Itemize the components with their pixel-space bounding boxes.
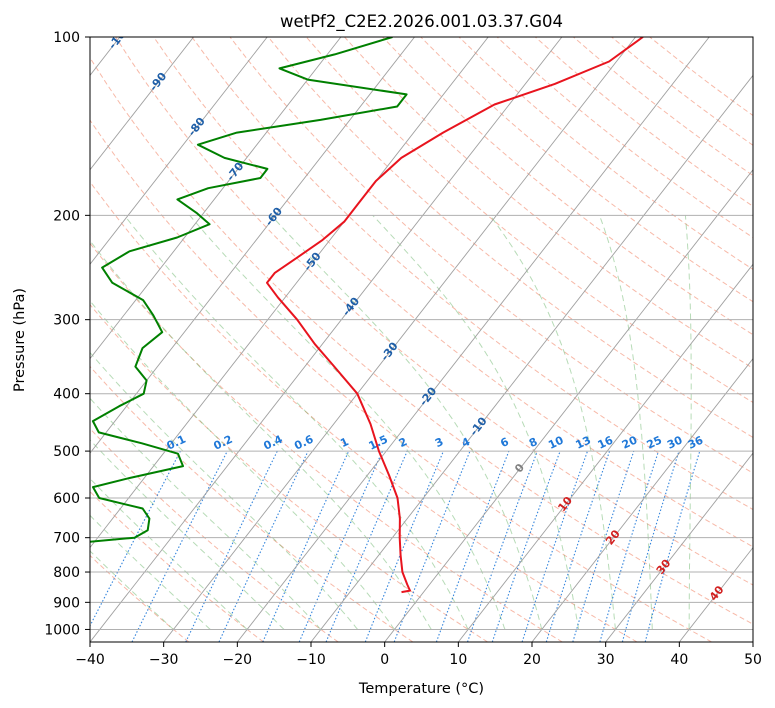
- background-lines: [90, 37, 753, 642]
- x-tick-label: −40: [75, 652, 105, 668]
- mixing-ratio-line: [218, 450, 309, 642]
- dry-adiabat: [344, 37, 753, 369]
- isotherm-line: [236, 37, 710, 642]
- mixing-ratio-line: [262, 450, 350, 642]
- x-tick-label: 20: [523, 652, 541, 668]
- isotherm-line: [605, 452, 753, 642]
- mixing-ratio-line: [435, 450, 510, 642]
- mixing-ratio-line: [545, 450, 611, 642]
- x-tick-label: 30: [597, 652, 615, 668]
- moist-adiabat: [270, 214, 543, 630]
- isotherm-line: [90, 37, 563, 642]
- y-axis: 100 200 300 400 500 600 700 800 900 1000: [44, 30, 90, 638]
- mixing-ratio-label: 13: [574, 434, 593, 452]
- y-tick-label: 600: [53, 491, 80, 507]
- mixing-ratio-line: [364, 450, 444, 642]
- dry-adiabat: [90, 181, 638, 642]
- isotherm-line: [531, 357, 753, 642]
- mixing-ratio-label: 16: [596, 433, 616, 451]
- mixing-ratio-line: [325, 450, 408, 642]
- dry-adiabat: [90, 490, 264, 642]
- x-tick-label: 50: [744, 652, 762, 668]
- y-tick-label: 900: [53, 595, 80, 611]
- isotherm-line: [384, 169, 753, 642]
- x-axis: −40 −30 −20 −10 0 10 20 30 40 50: [75, 642, 762, 668]
- x-tick-label: −30: [149, 652, 179, 668]
- dry-adiabat: [229, 37, 753, 474]
- y-tick-label: 300: [53, 313, 80, 329]
- dry-adiabat: [90, 242, 563, 642]
- isotherm-line: [90, 37, 415, 454]
- mixing-ratio-line: [521, 450, 589, 642]
- dry-adiabat: [382, 37, 753, 336]
- y-tick-label: 500: [53, 444, 80, 460]
- mixing-ratio-labels: 0.1 0.2 0.4 0.6 1 1.5 2 3 4 6 8 10 13 16 20 25 30 36: [165, 432, 706, 452]
- isotherm-line: [90, 37, 268, 265]
- y-axis-label: Pressure (hPa): [12, 288, 28, 392]
- isotherm-line: [90, 37, 194, 171]
- series-lines: [90, 37, 644, 594]
- chart-title: wetPf2_C2E2.2026.001.03.37.G04: [280, 12, 563, 32]
- x-tick-label: −10: [296, 652, 326, 668]
- isotherm-line: [90, 37, 342, 360]
- mixing-ratio-line: [466, 450, 538, 642]
- y-tick-label: 100: [53, 30, 80, 46]
- mixing-ratio-line: [298, 450, 384, 642]
- temperature-line: [266, 37, 644, 594]
- x-tick-label: 10: [449, 652, 467, 668]
- mixing-ratio-label: 30: [665, 433, 685, 451]
- dry-adiabat: [115, 37, 753, 586]
- moist-adiabat: [90, 550, 174, 630]
- isotherm-line: [163, 37, 636, 642]
- mixing-ratio-line: [491, 450, 561, 642]
- x-tick-label: −20: [223, 652, 253, 668]
- x-tick-label: 40: [670, 652, 688, 668]
- isotherm-line: [457, 263, 753, 642]
- y-tick-label: 400: [53, 387, 80, 403]
- y-tick-label: 200: [53, 208, 80, 224]
- x-tick-label: 0: [380, 652, 389, 668]
- mixing-ratio-line: [572, 450, 635, 642]
- dry-adiabat: [90, 119, 712, 642]
- mixing-ratio-label: 20: [620, 433, 640, 451]
- moist-adiabat: [90, 397, 322, 630]
- mixing-ratio-line: [599, 450, 660, 642]
- x-axis-label: Temperature (°C): [358, 681, 484, 697]
- dry-adiabat: [90, 303, 488, 642]
- mixing-ratio-label: 36: [686, 433, 706, 451]
- moist-adiabat: [90, 439, 285, 630]
- dry-adiabat: [90, 554, 190, 642]
- dry-adiabat: [90, 365, 414, 642]
- plot-frame: [89, 36, 754, 643]
- dry-adiabat: [305, 37, 753, 403]
- moist-adiabat: [90, 514, 211, 630]
- mixing-ratio-line: [621, 450, 680, 642]
- mixing-ratio-label: 25: [645, 434, 664, 452]
- mixing-ratio-label: 10: [546, 433, 566, 451]
- y-tick-label: 800: [53, 565, 80, 581]
- dry-adiabat: [90, 56, 753, 625]
- mixing-ratio-line: [90, 450, 181, 628]
- y-tick-label: 700: [53, 531, 80, 547]
- dewpoint-line: [90, 37, 408, 543]
- isotherm-line: [310, 74, 753, 642]
- y-tick-label: 1000: [44, 622, 80, 638]
- moist-adiabat: [189, 214, 506, 630]
